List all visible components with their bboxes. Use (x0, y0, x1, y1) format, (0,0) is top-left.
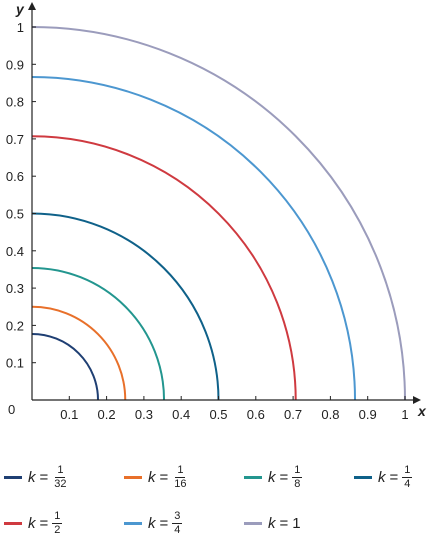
legend-variable: k (268, 514, 276, 532)
x-axis-title: x (417, 403, 427, 419)
legend-denominator: 4 (174, 523, 181, 536)
x-tick-label: 0.8 (321, 407, 339, 422)
level-curve-2 (31, 305, 127, 401)
x-tick-label: 0.5 (209, 407, 227, 422)
legend-item-7: k = 1 (244, 505, 301, 541)
x-tick-label: 0.9 (359, 407, 377, 422)
legend-swatch (244, 521, 262, 525)
level-curves (31, 26, 406, 401)
legend-item-5: k = 1 2 (4, 505, 63, 541)
y-tick-label: 0.8 (6, 95, 24, 110)
y-tick-label: 0.1 (6, 356, 24, 371)
legend-swatch (354, 475, 372, 479)
legend-equals: = (39, 468, 49, 486)
tick-marks (32, 26, 406, 400)
legend-numerator: 1 (52, 509, 63, 524)
legend-numerator: 1 (55, 463, 66, 478)
legend-equals: = (279, 514, 289, 532)
legend-numerator: 1 (175, 463, 186, 478)
legend-variable: k (148, 514, 156, 532)
origin-label: 0 (8, 402, 15, 417)
legend-swatch (124, 521, 142, 525)
legend-equals: = (159, 514, 169, 532)
legend: k = 1 32 k = 1 16 k = 1 8 k = 1 4 k = 1 2 k = 3 4 k = 1 (0, 455, 427, 547)
x-tick-label: 0.7 (284, 407, 302, 422)
y-tick-label: 0.7 (6, 132, 24, 147)
level-curve-3 (31, 266, 166, 401)
y-axis-title: y (15, 1, 25, 17)
legend-swatch (244, 475, 262, 479)
legend-variable: k (28, 468, 36, 486)
legend-variable: k (378, 468, 386, 486)
legend-fraction: 1 32 (52, 463, 68, 490)
legend-swatch (124, 475, 142, 479)
level-curve-5 (31, 135, 297, 401)
level-curve-1 (31, 332, 100, 401)
x-tick-label: 0.6 (247, 407, 265, 422)
legend-denominator: 2 (54, 523, 61, 536)
legend-denominator: 8 (294, 477, 301, 490)
legend-variable: k (268, 468, 276, 486)
x-tick-label: 0.1 (60, 407, 78, 422)
x-tick-label: 0.3 (135, 407, 153, 422)
x-axis-arrow (413, 396, 421, 404)
legend-denominator: 32 (54, 477, 67, 490)
legend-equals: = (159, 468, 169, 486)
legend-fraction: 1 16 (172, 463, 188, 490)
legend-item-6: k = 3 4 (124, 505, 183, 541)
chart-plot-area: 0.1 0.2 0.3 0.4 0.5 0.6 0.7 0.8 0.9 1 0.1 0.2 0.3 0.4… (6, 1, 427, 422)
legend-variable: k (28, 514, 36, 532)
x-tick-label: 0.2 (98, 407, 116, 422)
legend-swatch (4, 475, 22, 479)
legend-value: 1 (292, 514, 301, 532)
legend-item-1: k = 1 32 (4, 459, 69, 495)
legend-equals: = (279, 468, 289, 486)
legend-variable: k (148, 468, 156, 486)
legend-item-2: k = 1 16 (124, 459, 189, 495)
y-tick-label: 1 (17, 20, 24, 35)
x-tick-label: 0.4 (172, 407, 190, 422)
legend-numerator: 3 (172, 509, 183, 524)
y-tick-label: 0.5 (6, 207, 24, 222)
y-tick-label: 0.9 (6, 57, 24, 72)
legend-item-3: k = 1 8 (244, 459, 303, 495)
tick-labels: 0.1 0.2 0.3 0.4 0.5 0.6 0.7 0.8 0.9 1 0.1 0.2 0.3 0.4… (6, 1, 427, 422)
y-tick-label: 0.3 (6, 281, 24, 296)
legend-item-4: k = 1 4 (354, 459, 413, 495)
legend-numerator: 1 (402, 463, 413, 478)
level-curve-7 (31, 26, 406, 401)
legend-swatch (4, 521, 22, 525)
legend-equals: = (389, 468, 399, 486)
legend-denominator: 16 (174, 477, 187, 490)
legend-numerator: 1 (292, 463, 303, 478)
legend-equals: = (39, 514, 49, 532)
y-axis-arrow (28, 2, 36, 10)
axes (28, 2, 421, 404)
y-tick-label: 0.4 (6, 244, 24, 259)
y-tick-label: 0.2 (6, 318, 24, 333)
y-tick-label: 0.6 (6, 169, 24, 184)
level-curve-6 (31, 75, 357, 401)
x-tick-label: 1 (401, 407, 408, 422)
legend-denominator: 4 (404, 477, 411, 490)
level-curve-4 (31, 212, 220, 401)
